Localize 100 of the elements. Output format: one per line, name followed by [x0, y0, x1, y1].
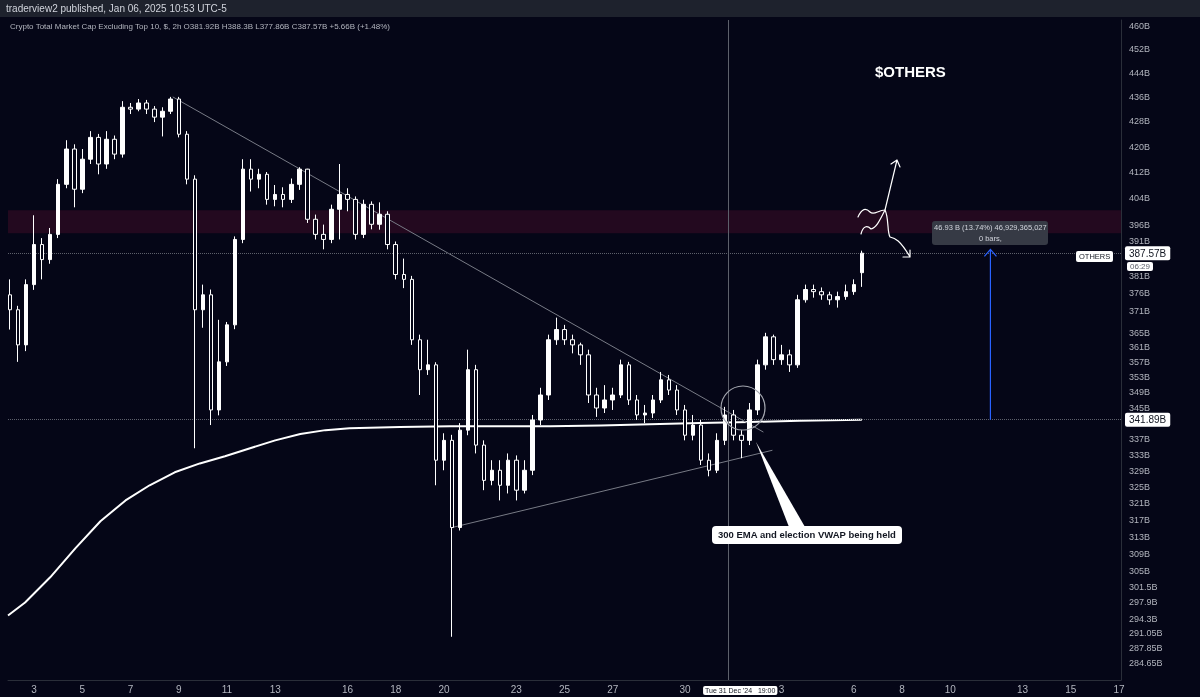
- candlestick: [819, 286, 824, 301]
- x-tick-label: 23: [510, 683, 523, 695]
- x-tick-label: 20: [438, 683, 450, 695]
- candlestick: [659, 371, 663, 404]
- x-tick-label: 25: [558, 683, 571, 695]
- candlestick: [209, 289, 213, 426]
- candlestick: [305, 168, 310, 224]
- y-tick-label: 333B: [1129, 449, 1151, 460]
- candlestick: [377, 201, 382, 231]
- candlestick: [578, 342, 583, 366]
- y-tick-label: 294.3B: [1129, 613, 1158, 624]
- y-tick-label: 297.9B: [1129, 597, 1158, 608]
- y-tick-label: 287.85B: [1129, 643, 1163, 654]
- candlestick: [426, 339, 430, 376]
- x-tick-label: 18: [390, 683, 402, 695]
- candlestick: [602, 384, 607, 414]
- x-tick-label: 13: [269, 683, 282, 695]
- y-tick-label: 309B: [1129, 548, 1151, 559]
- y-tick-label: 381B: [1129, 270, 1151, 281]
- y-tick-label: 317B: [1129, 514, 1151, 525]
- candlestick: [514, 454, 519, 501]
- x-tick-label: 3: [31, 683, 38, 695]
- x-tick-label: 17: [1113, 683, 1125, 695]
- candlestick: [112, 135, 117, 160]
- x-tick-label: 13: [1017, 683, 1029, 695]
- candlestick: [546, 334, 551, 401]
- candlestick: [48, 227, 52, 265]
- candlestick: [418, 334, 422, 396]
- x-tick-label: 7: [127, 683, 134, 695]
- text: $OTHERS: [875, 63, 946, 80]
- candlestick: [707, 452, 711, 477]
- y-tick-label: 371B: [1129, 306, 1151, 317]
- candlestick: [787, 349, 792, 373]
- x-tick-label: 3: [778, 683, 785, 695]
- x-tick-label: 16: [341, 683, 354, 695]
- candlestick: [458, 422, 462, 531]
- candlestick: [177, 96, 181, 138]
- x-tick-label: 10: [944, 683, 957, 695]
- candlestick: [803, 284, 808, 304]
- candlestick: [329, 204, 334, 244]
- y-tick-label: 357B: [1129, 357, 1151, 368]
- x-tick-label: 30: [679, 683, 692, 695]
- candlestick: [570, 334, 575, 354]
- x-tick-label: 9: [175, 683, 182, 695]
- candlestick: [651, 394, 655, 419]
- candlestick: [249, 158, 253, 193]
- candlestick: [144, 99, 149, 115]
- candlestick: [80, 148, 85, 194]
- candlestick: [353, 195, 358, 240]
- x-tick-label: 6: [851, 683, 858, 695]
- candlestick: [586, 349, 591, 404]
- y-tick-label: 396B: [1129, 219, 1151, 230]
- candlestick: [88, 130, 93, 165]
- candlestick: [844, 284, 848, 301]
- ref-line-label: 341.89B: [1129, 414, 1167, 426]
- candlestick: [835, 291, 840, 309]
- candlestick: [257, 168, 261, 189]
- y-tick-label: 376B: [1129, 288, 1151, 299]
- y-tick-label: 321B: [1129, 498, 1151, 509]
- y-tick-label: 349B: [1129, 387, 1151, 398]
- candlestick: [771, 334, 776, 366]
- candlestick: [273, 184, 277, 207]
- candlestick: [860, 250, 864, 288]
- candlestick: [56, 178, 60, 239]
- candlestick: [755, 359, 760, 416]
- candlestick: [506, 452, 510, 494]
- candlestick: [410, 275, 414, 346]
- candlestick: [152, 105, 157, 123]
- candlestick: [40, 237, 44, 280]
- candlestick: [160, 106, 165, 137]
- y-tick-label: 420B: [1129, 141, 1151, 152]
- y-tick-label: 428B: [1129, 116, 1151, 127]
- candlestick: [450, 434, 454, 638]
- y-tick-label: 345B: [1129, 402, 1151, 413]
- candlestick: [442, 432, 446, 471]
- candlestick: [594, 387, 599, 418]
- candlestick: [763, 332, 768, 371]
- candlestick: [779, 344, 784, 366]
- y-tick-label: 337B: [1129, 433, 1151, 444]
- candlestick: [490, 459, 494, 486]
- candlestick: [522, 459, 527, 494]
- candlestick: [64, 139, 69, 189]
- x-tick-label: 27: [607, 683, 619, 695]
- candlestick: [827, 291, 832, 306]
- candlestick: [554, 317, 559, 346]
- y-tick-label: 365B: [1129, 327, 1151, 338]
- y-tick-label: 452B: [1129, 44, 1151, 55]
- y-tick-label: 305B: [1129, 566, 1151, 577]
- candlestick: [241, 158, 245, 244]
- candlestick: [337, 163, 342, 240]
- candlestick: [128, 102, 133, 115]
- ref-line-label: 387.57B: [1129, 247, 1167, 259]
- candlestick: [217, 319, 221, 416]
- candlestick: [667, 374, 671, 396]
- candlestick: [193, 174, 197, 449]
- y-tick-label: 391B: [1129, 236, 1151, 247]
- candlestick: [739, 429, 744, 459]
- text: 06:29: [1127, 262, 1154, 271]
- candlestick: [852, 278, 856, 296]
- candlestick: [482, 439, 486, 491]
